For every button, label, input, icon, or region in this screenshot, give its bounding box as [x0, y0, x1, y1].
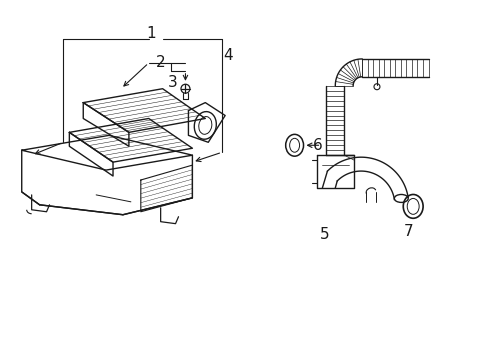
Text: 1: 1	[145, 26, 155, 41]
Text: 3: 3	[167, 75, 177, 90]
Text: 4: 4	[223, 49, 232, 63]
Text: 2: 2	[156, 55, 165, 71]
Text: 7: 7	[403, 224, 413, 239]
Text: 5: 5	[319, 227, 328, 242]
Text: 6: 6	[312, 138, 322, 153]
